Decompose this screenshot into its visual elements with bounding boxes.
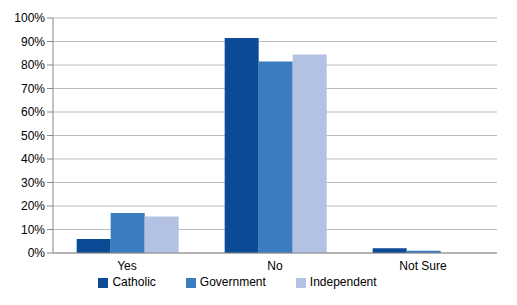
svg-text:50%: 50%	[21, 129, 45, 143]
svg-text:100%: 100%	[14, 11, 45, 25]
svg-text:70%: 70%	[21, 82, 45, 96]
html-text:Independent: Independent	[309, 275, 377, 289]
svg-text:90%: 90%	[21, 35, 45, 49]
svg-text:Not Sure: Not Sure	[399, 259, 447, 273]
svg-text:40%: 40%	[21, 152, 45, 166]
html-text:Government: Government	[199, 275, 266, 289]
svg-text:30%: 30%	[21, 176, 45, 190]
html-text:Catholic: Catholic	[112, 275, 156, 289]
svg-text:60%: 60%	[21, 105, 45, 119]
svg-text:0%: 0%	[28, 246, 46, 260]
svg-text:10%: 10%	[21, 223, 45, 237]
svg-text:No: No	[267, 259, 283, 273]
svg-text:Yes: Yes	[117, 259, 137, 273]
svg-text:80%: 80%	[21, 58, 45, 72]
svg-text:20%: 20%	[21, 199, 45, 213]
